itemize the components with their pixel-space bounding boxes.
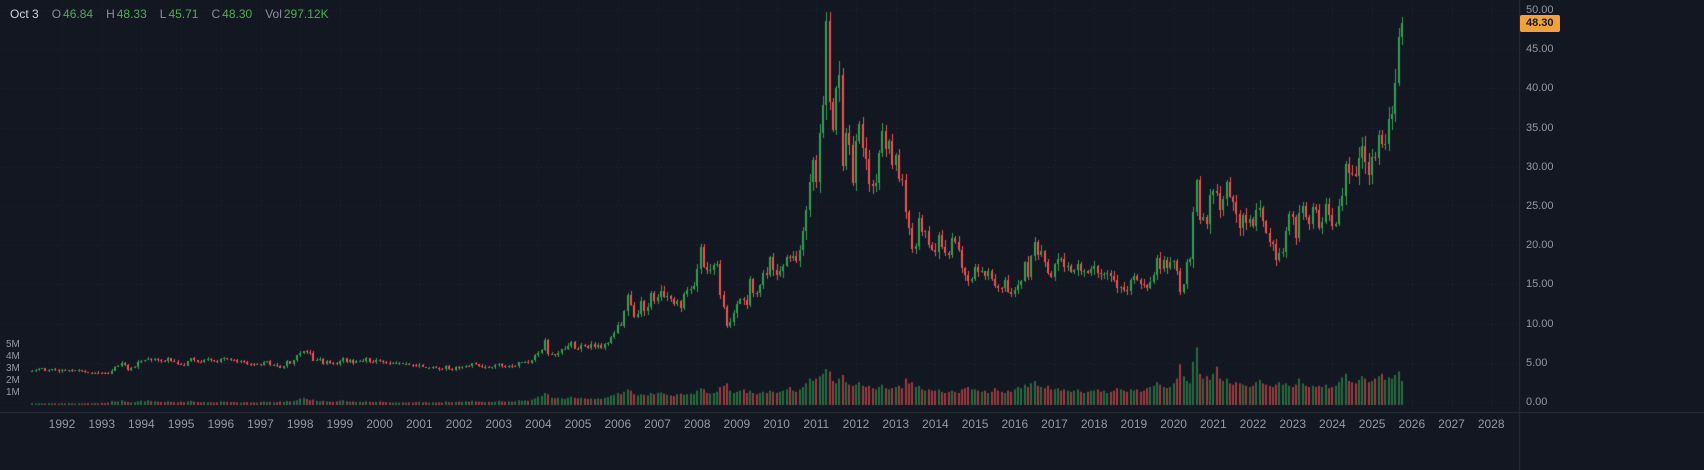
price-axis-label: 10.00: [1526, 317, 1554, 330]
time-axis-label: 2006: [604, 417, 632, 431]
last-price-value: 48.30: [1526, 17, 1554, 30]
price-axis-label: 20.00: [1526, 239, 1554, 252]
legend-open-value: 46.84: [63, 7, 94, 21]
legend-volume-value: 297.12K: [283, 7, 329, 21]
time-axis-label: 2017: [1041, 417, 1068, 431]
price-axis-label: 25.00: [1526, 200, 1554, 212]
time-axis-label: 1999: [326, 417, 354, 431]
legend-close: C 48.30: [211, 7, 252, 21]
price-axis-label: 45.00: [1526, 43, 1554, 56]
legend-high-label: H: [106, 7, 115, 21]
time-axis-label: 2011: [803, 417, 830, 431]
time-axis-label: 2016: [1001, 417, 1029, 431]
price-axis[interactable]: 50.00 45.00 40.00 35.00 30.00 25.00 20.00 15.00…: [1519, 0, 1704, 412]
time-axis-label: 2008: [683, 417, 711, 431]
time-axis-label: 2009: [723, 417, 751, 431]
time-axis-label: 2014: [922, 417, 949, 431]
time-axis-label: 2024: [1319, 417, 1346, 431]
time-axis-label: 2005: [564, 417, 592, 431]
price-axis-label: 0.00: [1526, 396, 1548, 408]
volume-axis-labels: 5M 4M 3M 2M 1M: [0, 0, 60, 412]
price-axis-label: 40.00: [1526, 82, 1554, 95]
volume-axis-label: 4M: [6, 351, 20, 362]
legend-low: L 45.71: [160, 7, 199, 21]
time-axis-label: 2001: [405, 417, 433, 431]
time-axis-label: 1997: [247, 417, 274, 431]
price-axis-label: 5.00: [1526, 356, 1548, 369]
time-axis-label: 2007: [644, 417, 671, 431]
legend-open-label: O: [51, 7, 62, 21]
legend-date: Oct 3: [10, 7, 39, 21]
time-axis-label: 2023: [1279, 417, 1307, 431]
legend-volume-label: Vol: [265, 7, 282, 21]
price-axis-label: 15.00: [1526, 278, 1554, 291]
time-axis-label: 2013: [882, 417, 910, 431]
time-axis-label: 1993: [88, 417, 116, 431]
legend-open: O 46.84: [52, 7, 93, 21]
time-axis-label: 1992: [48, 417, 76, 431]
price-axis-label: 50.00: [1526, 4, 1554, 16]
legend-high-value: 48.33: [116, 7, 147, 21]
ohlc-legend: Oct 3 O 46.84 H 48.33 L 45.71 C 48.30 Vo…: [10, 7, 329, 21]
legend-volume: Vol 297.12K: [265, 7, 328, 21]
time-axis[interactable]: 1992 1993 1994 1995 1996 1997 1998 1999 2000 2001…: [0, 412, 1704, 470]
time-axis-label: 2027: [1438, 417, 1465, 431]
price-axis-label: 35.00: [1526, 121, 1554, 134]
time-axis-label: 2010: [763, 417, 790, 431]
time-axis-label: 2021: [1199, 417, 1227, 431]
time-axis-label: 2026: [1398, 417, 1426, 431]
volume-axis-label: 3M: [6, 363, 20, 374]
volume-axis-label: 1M: [6, 387, 20, 398]
time-axis-label: 2003: [485, 417, 513, 431]
time-axis-label: 2022: [1239, 417, 1267, 431]
time-axis-label: 2002: [445, 417, 473, 431]
legend-low-value: 45.71: [168, 7, 199, 21]
time-axis-label: 2028: [1477, 417, 1505, 431]
volume-axis-label: 2M: [6, 375, 20, 386]
time-axis-label: 2015: [961, 417, 989, 431]
time-axis-label: 2012: [842, 417, 870, 431]
time-axis-label: 2000: [366, 417, 393, 431]
time-axis-label: 2020: [1160, 417, 1187, 431]
time-axis-label: 1994: [128, 417, 155, 431]
legend-low-label: L: [159, 7, 167, 21]
volume-axis-label: 5M: [6, 339, 20, 350]
time-axis-label: 1996: [207, 417, 235, 431]
time-axis-label: 2025: [1358, 417, 1386, 431]
time-axis-label: 2004: [525, 417, 552, 431]
last-price-badge: 48.30: [1520, 15, 1560, 33]
time-axis-label: 2018: [1080, 417, 1108, 431]
legend-high: H 48.33: [106, 7, 147, 21]
time-axis-label: 2019: [1120, 417, 1148, 431]
time-axis-label: 1995: [167, 417, 195, 431]
price-axis-label: 30.00: [1526, 160, 1554, 173]
legend-close-label: C: [211, 7, 221, 21]
legend-close-value: 48.30: [222, 7, 253, 21]
time-axis-label: 1998: [286, 417, 314, 431]
